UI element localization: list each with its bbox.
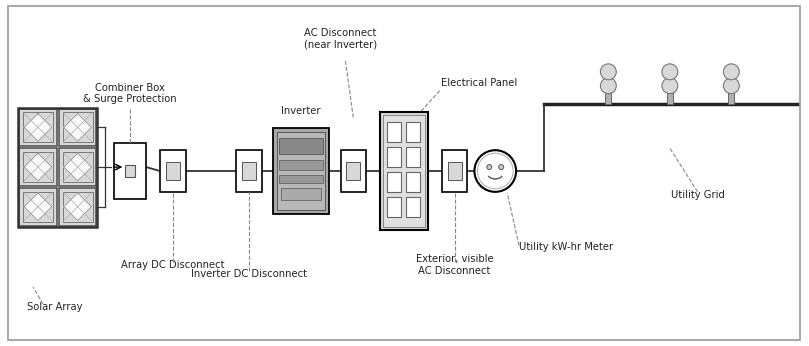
Bar [605, 88, 612, 103]
Circle shape [723, 64, 739, 80]
Polygon shape [64, 113, 91, 141]
Bar [281, 188, 320, 200]
Bar [728, 88, 735, 103]
Bar [23, 192, 53, 221]
Bar [23, 152, 53, 182]
Circle shape [662, 64, 678, 80]
Bar [59, 188, 96, 226]
Bar [18, 108, 98, 227]
Text: Utility Grid: Utility Grid [671, 190, 725, 200]
Bar [380, 112, 428, 229]
Bar [279, 138, 323, 154]
Bar [667, 88, 673, 103]
Text: Array DC Disconnect: Array DC Disconnect [121, 260, 225, 270]
Polygon shape [64, 153, 91, 181]
Bar [442, 150, 468, 192]
Bar [279, 175, 323, 183]
Text: Electrical Panel: Electrical Panel [441, 78, 518, 88]
Bar [63, 152, 92, 182]
Bar [406, 122, 420, 142]
Circle shape [600, 78, 616, 94]
Polygon shape [24, 113, 52, 141]
Polygon shape [64, 193, 91, 221]
Text: Utility kW-hr Meter: Utility kW-hr Meter [519, 243, 613, 252]
Text: Inverter DC Disconnect: Inverter DC Disconnect [191, 269, 307, 279]
Bar [243, 162, 256, 180]
Text: Exterior, visible
AC Disconnect: Exterior, visible AC Disconnect [416, 254, 493, 276]
Bar [160, 150, 186, 192]
Text: AC Disconnect
(near Inverter): AC Disconnect (near Inverter) [304, 28, 377, 50]
Circle shape [723, 78, 739, 94]
Text: Inverter: Inverter [281, 107, 320, 117]
Bar [236, 150, 262, 192]
Bar [227, 118, 376, 224]
Text: Solar Array: Solar Array [27, 302, 83, 312]
Bar [227, 118, 376, 224]
Bar [59, 109, 96, 146]
Bar [388, 147, 401, 167]
Bar [406, 197, 420, 217]
Bar [166, 162, 180, 180]
Circle shape [498, 165, 504, 170]
Bar [19, 109, 57, 146]
Bar [406, 172, 420, 192]
Circle shape [600, 64, 616, 80]
Bar [279, 160, 323, 170]
Bar [19, 188, 57, 226]
Bar [23, 112, 53, 142]
Bar [346, 162, 360, 180]
Circle shape [662, 78, 678, 94]
Bar [273, 128, 328, 214]
Bar [341, 150, 366, 192]
Bar [114, 143, 146, 199]
Polygon shape [24, 193, 52, 221]
Polygon shape [24, 153, 52, 181]
Bar [59, 148, 96, 186]
Bar [125, 165, 135, 177]
Text: Combiner Box
& Surge Protection: Combiner Box & Surge Protection [83, 83, 177, 104]
Bar [383, 116, 425, 227]
Bar [388, 172, 401, 192]
Bar [19, 148, 57, 186]
Circle shape [474, 150, 516, 192]
Circle shape [487, 165, 492, 170]
Bar [63, 192, 92, 221]
Bar [63, 112, 92, 142]
Bar [388, 197, 401, 217]
Circle shape [477, 153, 513, 189]
Bar [447, 162, 462, 180]
Bar [388, 122, 401, 142]
Bar [406, 147, 420, 167]
Bar [277, 132, 324, 210]
